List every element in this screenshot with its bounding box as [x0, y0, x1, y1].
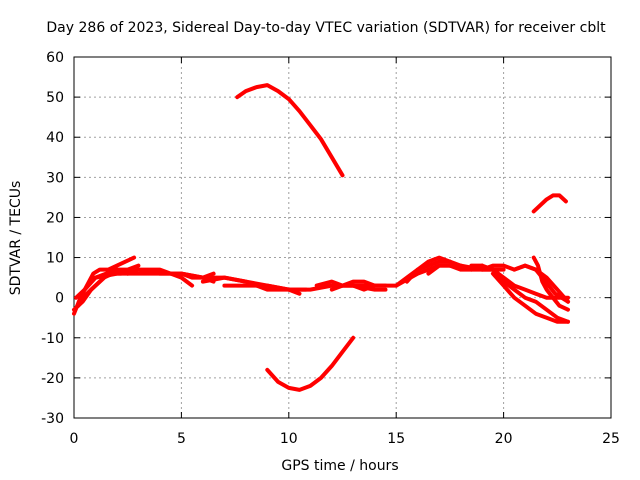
series-arc-early-a	[72, 255, 137, 316]
y-tick-label: 0	[55, 291, 64, 307]
x-tick-label: 0	[70, 431, 79, 447]
series-arc-low-f	[222, 283, 308, 292]
series-arc-late-d	[490, 271, 570, 324]
x-tick-label: 20	[495, 431, 513, 447]
x-tick-label: 15	[387, 431, 405, 447]
series-arc-negative	[265, 335, 356, 392]
series-arc-mid-c	[340, 279, 388, 288]
y-tick-label: 30	[46, 170, 64, 186]
series-arc-late-g	[533, 267, 570, 304]
series-arc-late-c	[480, 267, 570, 324]
x-tick-label: 5	[177, 431, 186, 447]
y-tick-label: 60	[46, 50, 64, 66]
y-tick-label: -30	[41, 411, 64, 427]
axis-ticks: -30 -20 -10 0 10 20 30 40 50 60 0 5 10 15 20 25	[41, 50, 620, 447]
y-tick-label: -10	[41, 331, 64, 347]
x-axis-label: GPS time / hours	[281, 458, 398, 474]
series-arc-low-d	[179, 271, 216, 280]
x-tick-label: 25	[602, 431, 620, 447]
y-tick-label: 20	[46, 210, 64, 226]
series-arc-mid-d	[329, 283, 377, 292]
grid-lines	[74, 57, 611, 418]
plot-frame	[73, 56, 612, 419]
y-tick-label: 40	[46, 130, 64, 146]
y-tick-label: 50	[46, 90, 64, 106]
series-arc-late-f	[531, 255, 570, 312]
series-arc-high-2	[531, 193, 568, 214]
series-arc-high-1	[235, 83, 345, 178]
series-arc-mid-f	[404, 255, 452, 284]
y-axis-label: SDTVAR / TECUs	[8, 181, 24, 296]
x-tick-label: 10	[280, 431, 298, 447]
data-series	[72, 83, 570, 392]
y-tick-label: 10	[46, 251, 64, 267]
chart-title: Day 286 of 2023, Sidereal Day-to-day VTE…	[46, 20, 606, 36]
y-tick-label: -20	[41, 371, 64, 387]
